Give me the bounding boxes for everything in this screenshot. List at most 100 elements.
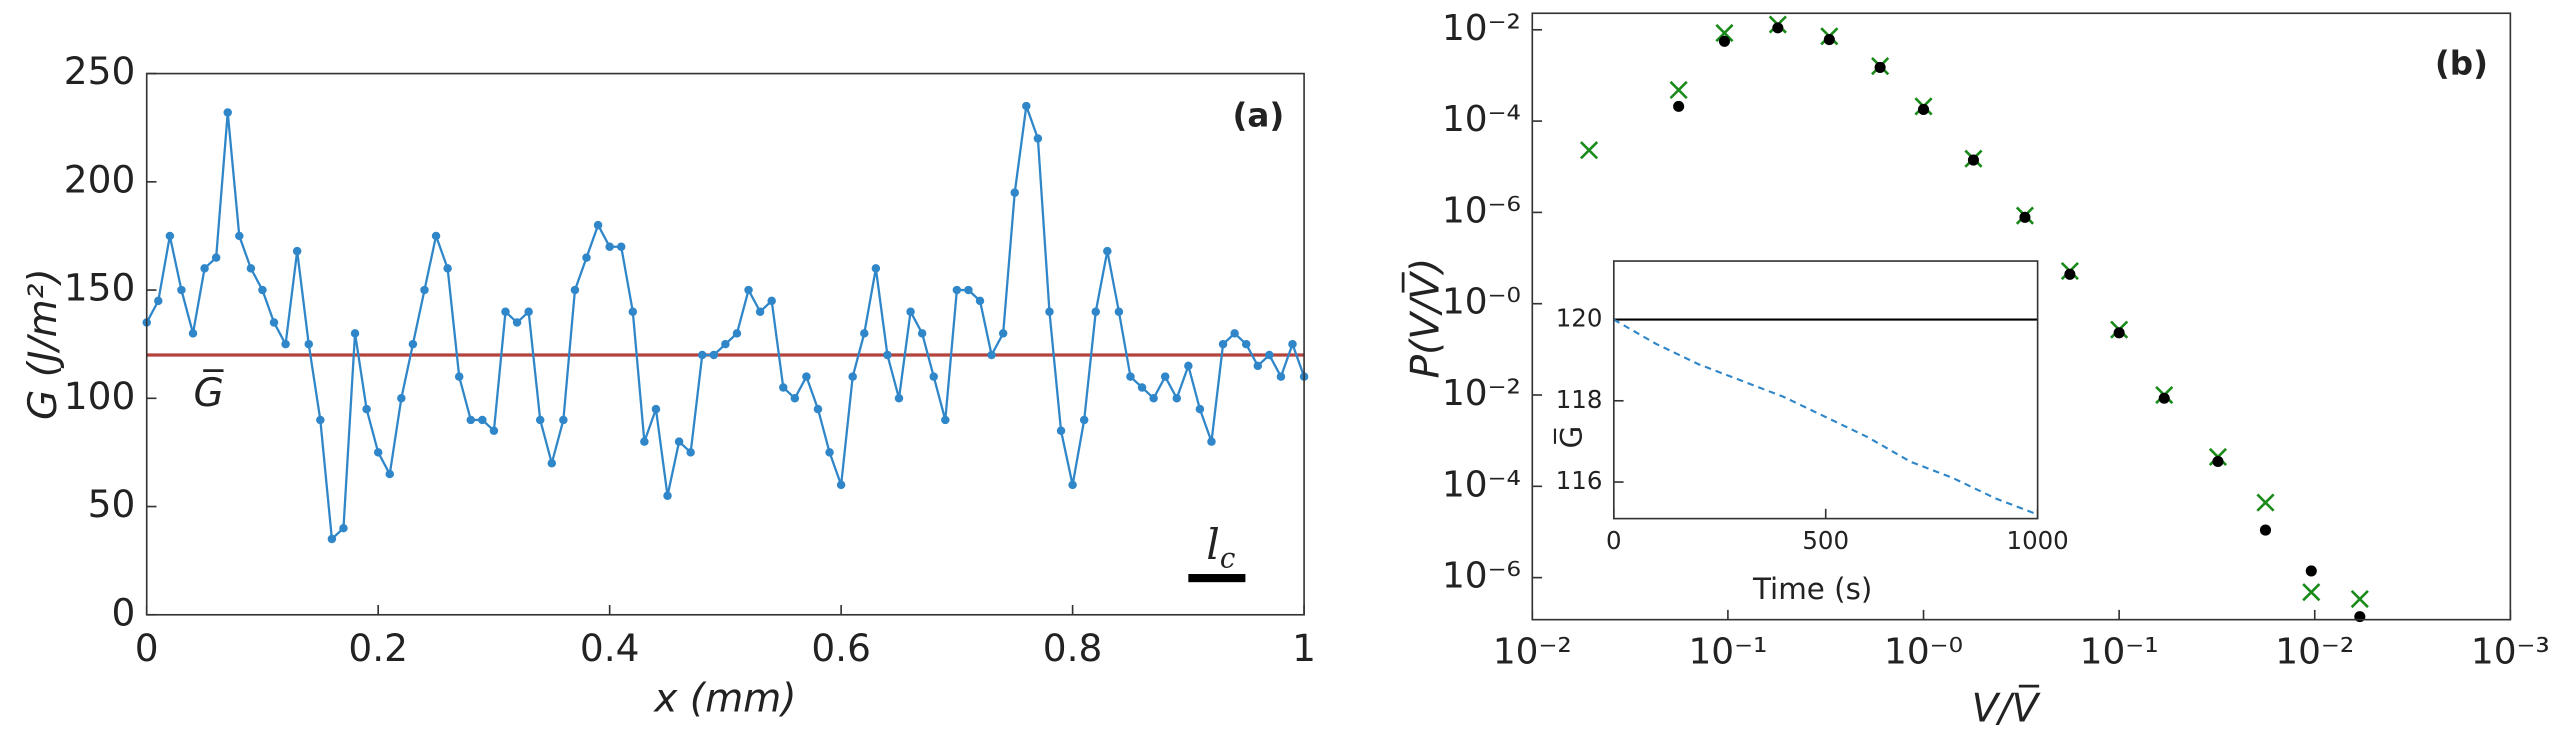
data-point [316, 415, 325, 425]
x-tick-label: 1000 [2007, 526, 2069, 555]
dot-point [2212, 455, 2224, 468]
data-point [1033, 134, 1043, 143]
panel: 0 0.2 0.4 0.6 0.8 1 0 50 100 150 200 250 x (mm) G (J/… [21, 49, 1316, 722]
y-tick-label: 118 [1556, 385, 1603, 414]
data-point [327, 534, 337, 544]
data-point [211, 253, 221, 262]
scale-bar-label: lc [1206, 520, 1235, 574]
dot-point [1772, 22, 1784, 34]
data-point [929, 372, 938, 381]
data-point [998, 329, 1008, 338]
x-tick-label: 0.8 [1043, 626, 1103, 670]
dot-point [2305, 565, 2317, 577]
data-point [489, 426, 499, 436]
data-point [952, 285, 962, 295]
dot-point [1718, 35, 1730, 47]
data-point [1045, 307, 1054, 316]
y-tick-label: 10⁻² [1442, 8, 1521, 49]
data-point [570, 285, 580, 295]
cross-point [2256, 493, 2275, 512]
y-tick-label: 10⁻⁴ [1442, 464, 1521, 505]
dot-point [2113, 327, 2125, 339]
data-point [616, 242, 626, 252]
data-point [431, 231, 441, 241]
scale-bar-subscript: c [1220, 541, 1236, 574]
data-point [964, 285, 973, 295]
y-tick-label: 116 [1556, 466, 1603, 495]
data-point [292, 246, 302, 256]
data-point [524, 307, 533, 316]
x-axis-label: x (mm) [652, 677, 796, 722]
x-tick-label: 0 [135, 626, 159, 670]
panel: 10⁻² 10⁻¹ 10⁻⁰ 10⁻¹ 10⁻² 10⁻³ 10⁻² 10⁻⁴ 10⁻⁶ 10⁻⁰… [1401, 8, 2549, 732]
y-tick-label: 250 [64, 49, 136, 93]
data-point [1172, 394, 1182, 403]
data-point [813, 404, 823, 414]
dot-point [2064, 268, 2076, 280]
data-point [605, 242, 614, 252]
data-point [860, 329, 869, 338]
cross-point [2302, 583, 2321, 602]
data-point [1265, 350, 1274, 360]
dot-point [2158, 392, 2170, 404]
data-point [871, 264, 881, 273]
data-point [339, 523, 348, 533]
data-point [501, 307, 510, 316]
data-point [779, 383, 788, 392]
data-point [628, 307, 638, 316]
data-point [767, 296, 776, 306]
x-tick-label: 1 [1292, 626, 1316, 670]
data-point [1114, 307, 1124, 316]
data-point [894, 394, 904, 403]
data-point [223, 108, 232, 117]
data-point [466, 415, 476, 425]
x-axis-label: Time (s) [1752, 572, 1872, 606]
data-point [235, 231, 244, 241]
data-point [1160, 372, 1170, 381]
data-point [559, 415, 568, 425]
data-point [663, 491, 672, 500]
y-tick-label: 0 [111, 590, 135, 634]
data-point [1253, 361, 1263, 371]
data-point [640, 437, 649, 446]
scale-bar-symbol: l [1206, 520, 1220, 569]
data-point [941, 415, 950, 425]
panel-label: (b) [2435, 44, 2488, 82]
x-tick-label: 10⁻¹ [2080, 632, 2159, 673]
data-point [1010, 188, 1019, 197]
data-point [582, 253, 591, 262]
data-point [1230, 329, 1239, 338]
data-point [802, 372, 811, 381]
data-point [281, 339, 290, 349]
x-tick-label: 0.6 [811, 626, 871, 670]
data-point [1079, 415, 1089, 425]
cross-point [1669, 80, 1688, 100]
data-point [512, 318, 522, 327]
data-point [686, 448, 695, 457]
data-point [1195, 404, 1205, 414]
y-tick-label: 10⁻⁰ [1442, 282, 1521, 323]
dot-point [2259, 524, 2272, 536]
x-tick-label: 0.4 [580, 626, 640, 670]
data-point [304, 339, 313, 349]
data-point [385, 469, 394, 479]
data-point [1276, 372, 1286, 381]
data-point [836, 480, 846, 490]
axes-box [1531, 12, 2512, 621]
data-point [593, 220, 603, 230]
data-point [790, 394, 800, 403]
data-point [755, 307, 765, 316]
data-line [1613, 318, 2039, 516]
data-point [709, 350, 719, 360]
data-point [883, 350, 892, 360]
y-tick-label: 200 [64, 157, 136, 201]
data-point [397, 394, 406, 403]
data-point [1241, 339, 1251, 349]
x-tick-label: 10⁻² [2275, 632, 2354, 673]
inset-background [1613, 261, 2038, 519]
data-point [547, 459, 557, 468]
mean-label: G̅ [193, 369, 224, 416]
y-axis-label: G (J/m²) [21, 268, 66, 420]
data-point [154, 296, 163, 306]
